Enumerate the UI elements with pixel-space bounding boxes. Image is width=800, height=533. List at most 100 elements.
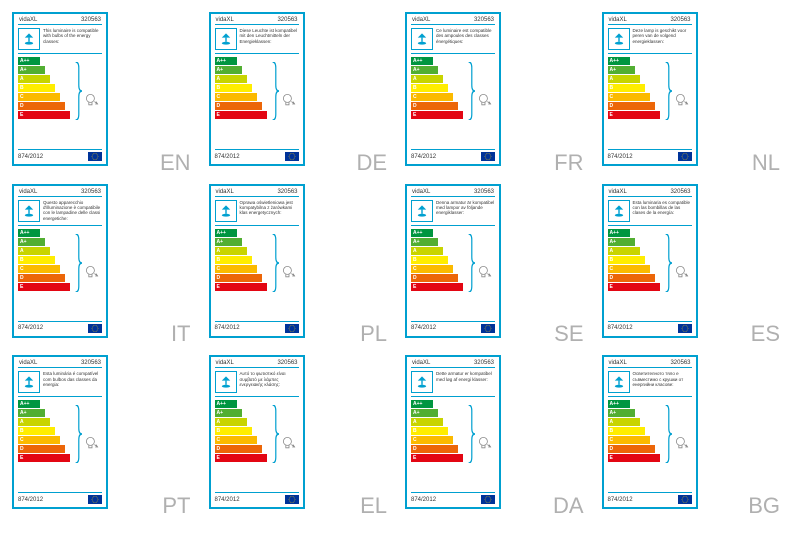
energy-label: vidaXL320563Осветителното тяло е съвмест…: [602, 355, 698, 509]
regulation-text: 874/2012: [215, 325, 240, 331]
energy-chart: A++A+ABCDE: [407, 226, 499, 321]
energy-bar: D: [411, 102, 458, 110]
bulb-icon: [281, 264, 297, 280]
regulation-text: 874/2012: [411, 154, 436, 160]
lamp-icon-box: [215, 200, 237, 222]
label-footer: 874/2012: [407, 322, 499, 336]
label-info: Esta luminária é compatível com bulbos d…: [14, 368, 106, 396]
eu-flag-icon: [481, 324, 495, 333]
product-code: 320563: [474, 360, 494, 366]
language-code: PL: [360, 321, 387, 347]
energy-bar: A++: [215, 400, 237, 408]
energy-bar: A++: [18, 400, 40, 408]
regulation-text: 874/2012: [608, 154, 633, 160]
energy-bar: E: [18, 111, 70, 119]
lamp-icon: [219, 204, 233, 218]
label-info: Deze lamp is geschikt voor peren van de …: [604, 25, 696, 53]
compatibility-text: This luminaire is compatible with bulbs …: [43, 28, 102, 44]
energy-bar: A: [18, 247, 50, 255]
eu-flag-icon: [285, 495, 299, 504]
bulb-icon: [84, 435, 100, 451]
language-code: EN: [160, 150, 191, 176]
regulation-text: 874/2012: [18, 325, 43, 331]
label-footer: 874/2012: [407, 493, 499, 507]
energy-label: vidaXL320563This luminaire is compatible…: [12, 12, 108, 166]
energy-label-cell-se: vidaXL320563Denna armatur är kompatibel …: [405, 184, 592, 350]
energy-bar: B: [215, 256, 252, 264]
language-code: SE: [554, 321, 583, 347]
label-footer: 874/2012: [14, 322, 106, 336]
energy-bar: A+: [411, 409, 438, 417]
energy-label-cell-es: vidaXL320563Esta luminaria es compatible…: [602, 184, 789, 350]
energy-label-cell-nl: vidaXL 320563 Deze lamp is geschikt voor p…: [602, 12, 789, 178]
compatibility-text: Questo apparecchio d'illuminazione è com…: [43, 200, 102, 222]
energy-bar: B: [215, 84, 252, 92]
energy-bar: C: [608, 265, 650, 273]
brand-text: vidaXL: [216, 360, 234, 366]
regulation-text: 874/2012: [608, 497, 633, 503]
product-code: 320563: [670, 17, 690, 23]
energy-bar: A++: [411, 57, 433, 65]
label-footer: 874/2012: [604, 493, 696, 507]
energy-bar: A: [608, 75, 640, 83]
energy-bar: D: [608, 445, 655, 453]
brace-icon: [74, 405, 82, 463]
label-info: Questo apparecchio d'illuminazione è com…: [14, 197, 106, 225]
brace-icon: [467, 405, 475, 463]
energy-bar: A: [18, 418, 50, 426]
label-header: vidaXL320563: [604, 357, 696, 367]
energy-bar: A: [608, 418, 640, 426]
energy-label: vidaXL 320563 Deze lamp is geschikt voor p…: [602, 12, 698, 166]
energy-chart: A++A+ABCDE: [14, 226, 106, 321]
brand-text: vidaXL: [412, 17, 430, 23]
energy-label: vidaXL320563Dette armatur er kompatibel …: [405, 355, 501, 509]
energy-bars: A++A+ABCDE: [608, 400, 660, 489]
energy-label: vidaXL320563Diese Leuchte ist kompatibel…: [209, 12, 305, 166]
energy-bar: A++: [18, 229, 40, 237]
energy-bar: A+: [608, 409, 635, 417]
label-header: vidaXL320563: [407, 186, 499, 196]
energy-bar: A+: [18, 409, 45, 417]
brand-text: vidaXL: [216, 17, 234, 23]
product-code: 320563: [81, 360, 101, 366]
language-code: NL: [752, 150, 780, 176]
energy-bar: A++: [215, 57, 237, 65]
energy-label-cell-de: vidaXL320563Diese Leuchte ist kompatibel…: [209, 12, 396, 178]
product-code: 320563: [277, 189, 297, 195]
energy-bar: C: [608, 93, 650, 101]
brand-text: vidaXL: [19, 360, 37, 366]
eu-flag-icon: [285, 324, 299, 333]
energy-bar: B: [608, 256, 645, 264]
label-footer: 874/2012: [14, 493, 106, 507]
label-header: vidaXL 320563: [604, 14, 696, 24]
product-code: 320563: [277, 17, 297, 23]
energy-bar: C: [411, 265, 453, 273]
brand-text: vidaXL: [19, 17, 37, 23]
energy-bar: D: [215, 445, 262, 453]
energy-bars: A++A+ABCDE: [215, 229, 267, 318]
eu-flag-icon: [481, 152, 495, 161]
brace-icon: [74, 62, 82, 120]
eu-flag-icon: [678, 324, 692, 333]
energy-bar: C: [215, 436, 257, 444]
energy-chart: A++A+ABCDE: [211, 397, 303, 492]
energy-bar: A+: [608, 238, 635, 246]
energy-bar: B: [18, 84, 55, 92]
brace-icon: [271, 234, 279, 292]
brand-text: vidaXL: [609, 17, 627, 23]
lamp-icon-box: [18, 28, 40, 50]
label-header: vidaXL320563: [211, 357, 303, 367]
product-code: 320563: [670, 189, 690, 195]
energy-chart: A++A+ABCDE: [407, 54, 499, 149]
energy-bar: E: [215, 111, 267, 119]
energy-bar: E: [608, 454, 660, 462]
energy-bar: B: [411, 84, 448, 92]
brace-icon: [271, 405, 279, 463]
energy-chart: A++A+ABCDE: [211, 54, 303, 149]
energy-label: vidaXL 320563 Esta luminária é compatível …: [12, 355, 108, 509]
label-footer: 874/2012: [211, 150, 303, 164]
energy-bar: A++: [608, 400, 630, 408]
lamp-icon-box: [608, 200, 630, 222]
energy-bar: A++: [18, 57, 40, 65]
bulb-icon: [674, 264, 690, 280]
